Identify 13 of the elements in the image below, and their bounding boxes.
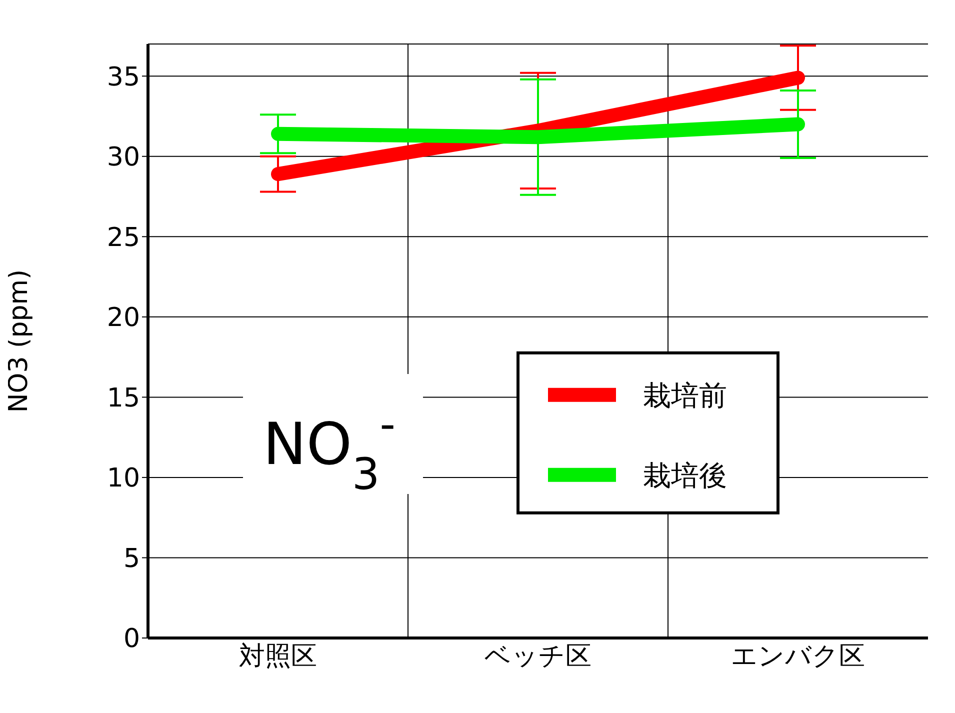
y-tick-label: 35 (106, 62, 140, 92)
y-tick-label: 5 (123, 544, 140, 574)
x-tick-label: ベッチ区 (484, 641, 592, 672)
x-tick-label: エンバク区 (731, 641, 865, 672)
y-tick-label: 25 (106, 222, 140, 253)
legend-label: 栽培後 (643, 458, 727, 492)
x-tick-label: 対照区 (239, 641, 317, 672)
y-tick-label: 0 (123, 624, 140, 654)
y-tick-label: 15 (106, 383, 140, 414)
y-tick-label: 20 (106, 303, 140, 334)
y-tick-label: 30 (106, 142, 140, 173)
y-tick-label: 10 (106, 464, 140, 494)
legend-label: 栽培前 (643, 378, 727, 412)
